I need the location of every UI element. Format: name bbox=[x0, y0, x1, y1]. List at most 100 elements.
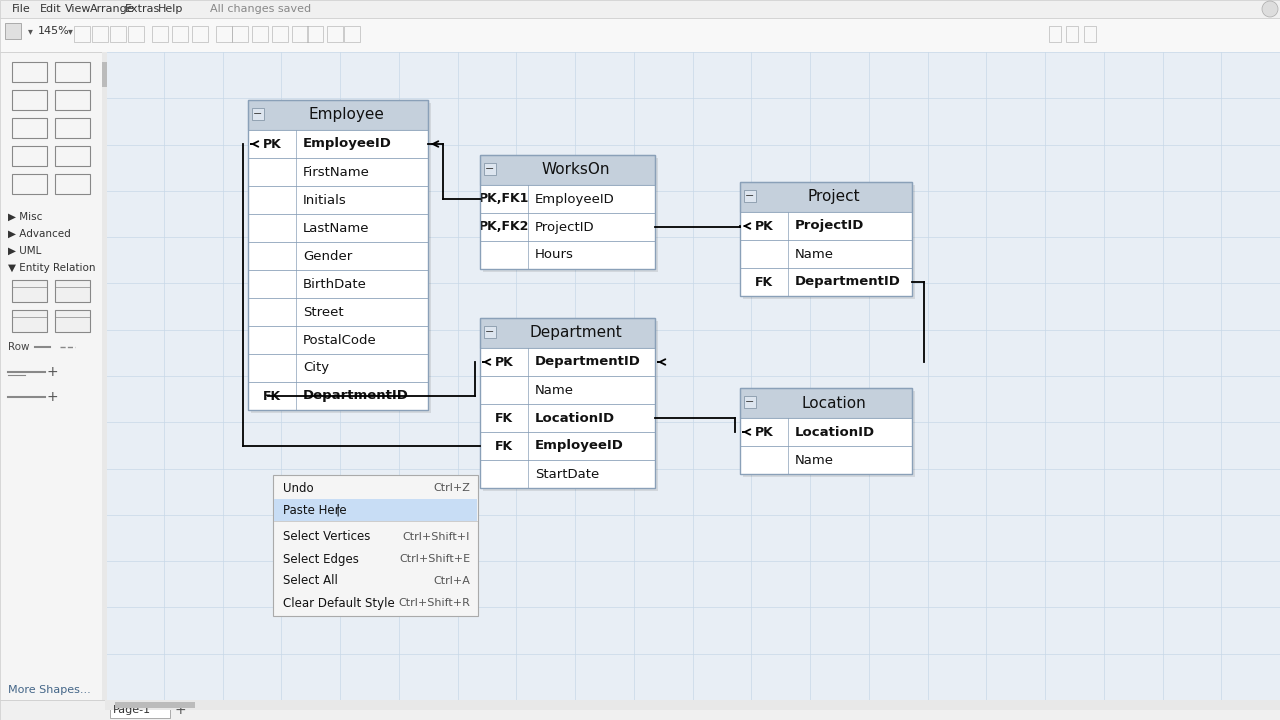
Text: Street: Street bbox=[303, 305, 343, 318]
Bar bbox=[740, 182, 911, 296]
Bar bbox=[480, 404, 655, 432]
Text: Location: Location bbox=[801, 395, 867, 410]
Bar bbox=[740, 446, 911, 474]
Text: View: View bbox=[65, 4, 91, 14]
Text: Ctrl+Z: Ctrl+Z bbox=[433, 483, 470, 493]
Bar bbox=[292, 26, 308, 42]
Bar bbox=[740, 388, 911, 474]
Bar bbox=[102, 62, 108, 87]
Bar bbox=[5, 23, 20, 39]
Bar bbox=[12, 118, 47, 138]
Text: ▶ Advanced: ▶ Advanced bbox=[8, 229, 70, 239]
Bar bbox=[248, 130, 428, 158]
Text: Initials: Initials bbox=[303, 194, 347, 207]
Bar bbox=[115, 702, 195, 708]
Bar bbox=[248, 214, 428, 242]
Text: +: + bbox=[174, 703, 186, 717]
Text: LocationID: LocationID bbox=[795, 426, 876, 438]
Bar bbox=[483, 158, 658, 272]
Text: BirthDate: BirthDate bbox=[303, 277, 367, 290]
Bar bbox=[12, 62, 47, 82]
Text: Ctrl+Shift+E: Ctrl+Shift+E bbox=[399, 554, 470, 564]
Bar bbox=[55, 90, 90, 110]
Text: −: − bbox=[485, 164, 494, 174]
Text: FK: FK bbox=[495, 439, 513, 452]
Text: Arrange: Arrange bbox=[90, 4, 134, 14]
Text: LastName: LastName bbox=[303, 222, 370, 235]
Text: ProjectID: ProjectID bbox=[795, 220, 864, 233]
Bar bbox=[274, 499, 477, 521]
Text: Project: Project bbox=[808, 189, 860, 204]
Bar bbox=[105, 700, 1280, 710]
Bar bbox=[248, 100, 428, 410]
Bar bbox=[192, 26, 207, 42]
Text: ProjectID: ProjectID bbox=[535, 220, 595, 233]
Bar bbox=[55, 146, 90, 166]
Bar bbox=[480, 460, 655, 488]
Bar bbox=[480, 185, 655, 213]
Bar bbox=[0, 700, 1280, 720]
Bar bbox=[55, 62, 90, 82]
Text: Ctrl+A: Ctrl+A bbox=[433, 576, 470, 586]
Text: PK: PK bbox=[262, 138, 282, 150]
Text: PK: PK bbox=[755, 426, 773, 438]
Bar bbox=[307, 26, 323, 42]
Bar bbox=[484, 163, 497, 175]
Text: +: + bbox=[46, 390, 58, 404]
Bar bbox=[152, 26, 168, 42]
Bar bbox=[12, 146, 47, 166]
Text: Select Vertices: Select Vertices bbox=[283, 531, 370, 544]
Bar bbox=[484, 326, 497, 338]
Bar bbox=[251, 103, 431, 413]
Text: Department: Department bbox=[529, 325, 622, 341]
Text: 145%: 145% bbox=[38, 26, 69, 36]
Bar bbox=[55, 310, 90, 332]
Bar bbox=[744, 190, 756, 202]
Bar bbox=[110, 26, 125, 42]
Bar bbox=[1084, 26, 1096, 42]
Text: PK: PK bbox=[494, 356, 513, 369]
Text: DepartmentID: DepartmentID bbox=[795, 276, 901, 289]
Bar bbox=[480, 376, 655, 404]
Bar bbox=[12, 90, 47, 110]
Text: −: − bbox=[253, 109, 262, 119]
Bar bbox=[326, 26, 343, 42]
Text: ▶ Misc: ▶ Misc bbox=[8, 212, 42, 222]
Bar bbox=[12, 280, 47, 302]
Text: File: File bbox=[12, 4, 31, 14]
Text: −: − bbox=[745, 397, 755, 407]
Bar bbox=[740, 418, 911, 446]
Bar bbox=[740, 388, 911, 418]
Bar bbox=[55, 280, 90, 302]
Bar bbox=[0, 52, 105, 700]
Bar bbox=[248, 158, 428, 186]
Bar bbox=[480, 155, 655, 269]
Text: City: City bbox=[303, 361, 329, 374]
Bar bbox=[12, 174, 47, 194]
Bar bbox=[744, 396, 756, 408]
Bar bbox=[172, 26, 188, 42]
Text: All changes saved: All changes saved bbox=[210, 4, 311, 14]
Text: DepartmentID: DepartmentID bbox=[535, 356, 641, 369]
Text: FK: FK bbox=[755, 276, 773, 289]
Bar bbox=[55, 118, 90, 138]
Text: −: − bbox=[745, 191, 755, 201]
Bar bbox=[480, 348, 655, 376]
Bar bbox=[248, 186, 428, 214]
Text: Page-1: Page-1 bbox=[113, 705, 151, 715]
Bar bbox=[0, 0, 1280, 18]
Text: Name: Name bbox=[795, 454, 835, 467]
Bar bbox=[0, 18, 1280, 52]
Bar bbox=[102, 52, 108, 700]
Bar bbox=[740, 268, 911, 296]
Bar bbox=[480, 318, 655, 488]
Bar bbox=[248, 298, 428, 326]
Text: Gender: Gender bbox=[303, 250, 352, 263]
Text: Hours: Hours bbox=[535, 248, 573, 261]
Bar bbox=[1050, 26, 1061, 42]
Text: ▼ Entity Relation: ▼ Entity Relation bbox=[8, 263, 96, 273]
Text: Name: Name bbox=[535, 384, 573, 397]
Bar bbox=[248, 382, 428, 410]
Bar bbox=[110, 702, 170, 718]
Bar bbox=[1066, 26, 1078, 42]
